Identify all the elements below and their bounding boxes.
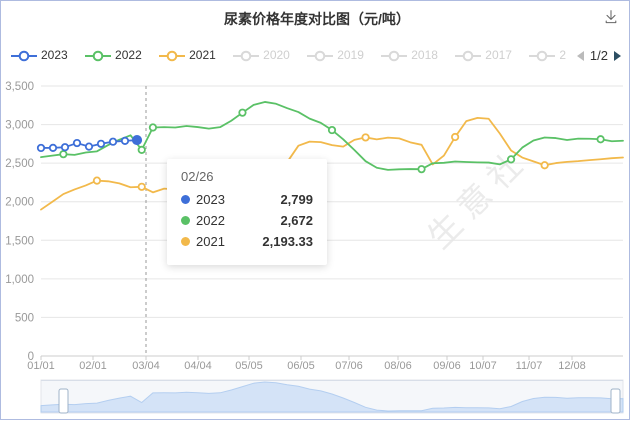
svg-text:02/01: 02/01 (79, 360, 107, 372)
svg-text:11/07: 11/07 (516, 360, 543, 372)
svg-text:生意社: 生意社 (420, 140, 535, 255)
svg-text:1,500: 1,500 (5, 235, 34, 247)
svg-text:05/05: 05/05 (235, 360, 263, 372)
svg-text:07/06: 07/06 (335, 360, 363, 372)
svg-text:12/08: 12/08 (558, 360, 586, 372)
svg-text:08/06: 08/06 (384, 360, 412, 372)
svg-text:500: 500 (15, 312, 34, 324)
svg-text:2,000: 2,000 (5, 197, 34, 209)
svg-text:06/05: 06/05 (287, 360, 315, 372)
svg-text:1,000: 1,000 (5, 274, 34, 286)
svg-text:03/04: 03/04 (132, 360, 160, 372)
svg-text:3,500: 3,500 (5, 81, 34, 93)
svg-text:09/06: 09/06 (433, 360, 461, 372)
svg-text:2,500: 2,500 (5, 158, 34, 170)
svg-text:04/04: 04/04 (184, 360, 212, 372)
svg-text:01/01: 01/01 (27, 360, 55, 372)
svg-text:10/07: 10/07 (469, 360, 497, 372)
svg-text:3,000: 3,000 (5, 120, 34, 132)
